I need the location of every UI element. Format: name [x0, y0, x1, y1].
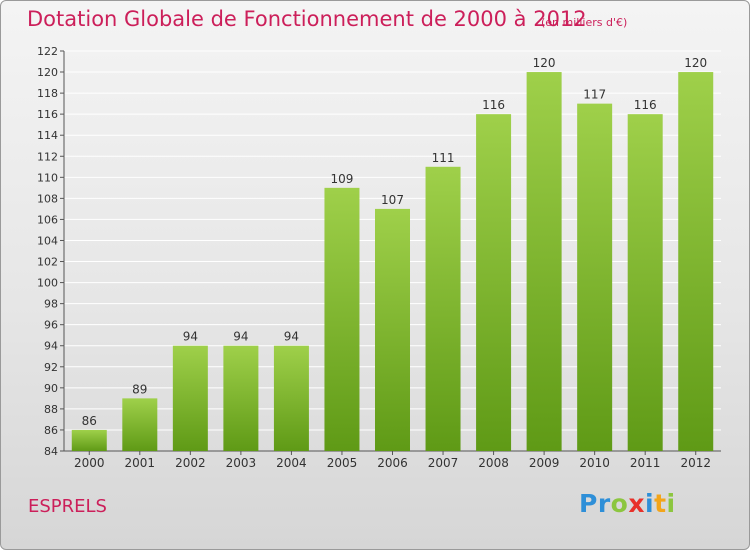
y-tick-label: 100 [37, 277, 58, 290]
y-tick-label: 106 [37, 213, 58, 226]
y-tick-label: 96 [44, 319, 58, 332]
proxiti-logo: Proxiti [579, 489, 676, 518]
data-label-2010: 117 [583, 88, 606, 102]
bar-2010 [577, 103, 613, 451]
y-tick-label: 104 [37, 234, 58, 247]
data-label-2001: 89 [132, 382, 147, 396]
bar-2003 [223, 345, 259, 451]
commune-name: ESPRELS [28, 496, 107, 517]
data-label-2005: 109 [331, 172, 354, 186]
x-tick-label: 2004 [276, 456, 307, 470]
data-label-2006: 107 [381, 193, 404, 207]
x-tick-label: 2006 [377, 456, 408, 470]
y-tick-label: 118 [37, 87, 58, 100]
data-label-2000: 86 [82, 414, 97, 428]
y-tick-label: 92 [44, 361, 58, 374]
data-label-2011: 116 [634, 98, 657, 112]
x-tick-label: 2005 [327, 456, 358, 470]
chart-subtitle: (en milliers d'€) [541, 16, 628, 29]
bar-2002 [172, 345, 208, 451]
bar-2007 [425, 166, 461, 451]
data-label-2007: 111 [432, 151, 455, 165]
y-tick-label: 94 [44, 340, 58, 353]
data-label-2002: 94 [183, 330, 198, 344]
x-tick-label: 2000 [74, 456, 105, 470]
bar-2006 [375, 208, 410, 451]
y-tick-label: 88 [44, 403, 58, 416]
bar-2009 [526, 72, 562, 451]
x-tick-label: 2011 [630, 456, 661, 470]
chart-title: Dotation Globale de Fonctionnement de 20… [27, 7, 587, 31]
data-label-2009: 120 [533, 56, 556, 70]
y-tick-label: 110 [37, 171, 58, 184]
y-tick-label: 102 [37, 256, 58, 269]
y-tick-label: 112 [37, 150, 58, 163]
y-tick-label: 108 [37, 192, 58, 205]
data-label-2008: 116 [482, 98, 505, 112]
x-tick-label: 2009 [529, 456, 560, 470]
data-label-2004: 94 [284, 330, 299, 344]
y-tick-label: 120 [37, 66, 58, 79]
y-tick-label: 114 [37, 129, 58, 142]
y-tick-label: 86 [44, 424, 58, 437]
bar-2012 [678, 72, 714, 451]
bar-2011 [627, 114, 663, 451]
y-tick-label: 84 [44, 445, 58, 458]
bar-2001 [122, 398, 158, 451]
data-label-2012: 120 [684, 56, 707, 70]
y-tick-label: 116 [37, 108, 58, 121]
data-label-2003: 94 [233, 330, 248, 344]
x-tick-label: 2010 [579, 456, 610, 470]
x-tick-label: 2012 [680, 456, 711, 470]
x-tick-label: 2008 [478, 456, 509, 470]
bar-2008 [476, 114, 512, 451]
x-tick-label: 2002 [175, 456, 206, 470]
x-tick-label: 2003 [226, 456, 257, 470]
x-tick-label: 2001 [125, 456, 156, 470]
bar-2000 [71, 429, 107, 451]
y-tick-label: 90 [44, 382, 58, 395]
x-tick-label: 2007 [428, 456, 459, 470]
y-tick-label: 122 [37, 45, 58, 58]
y-tick-label: 98 [44, 298, 58, 311]
bar-2004 [273, 345, 309, 451]
bar-2005 [324, 187, 360, 451]
